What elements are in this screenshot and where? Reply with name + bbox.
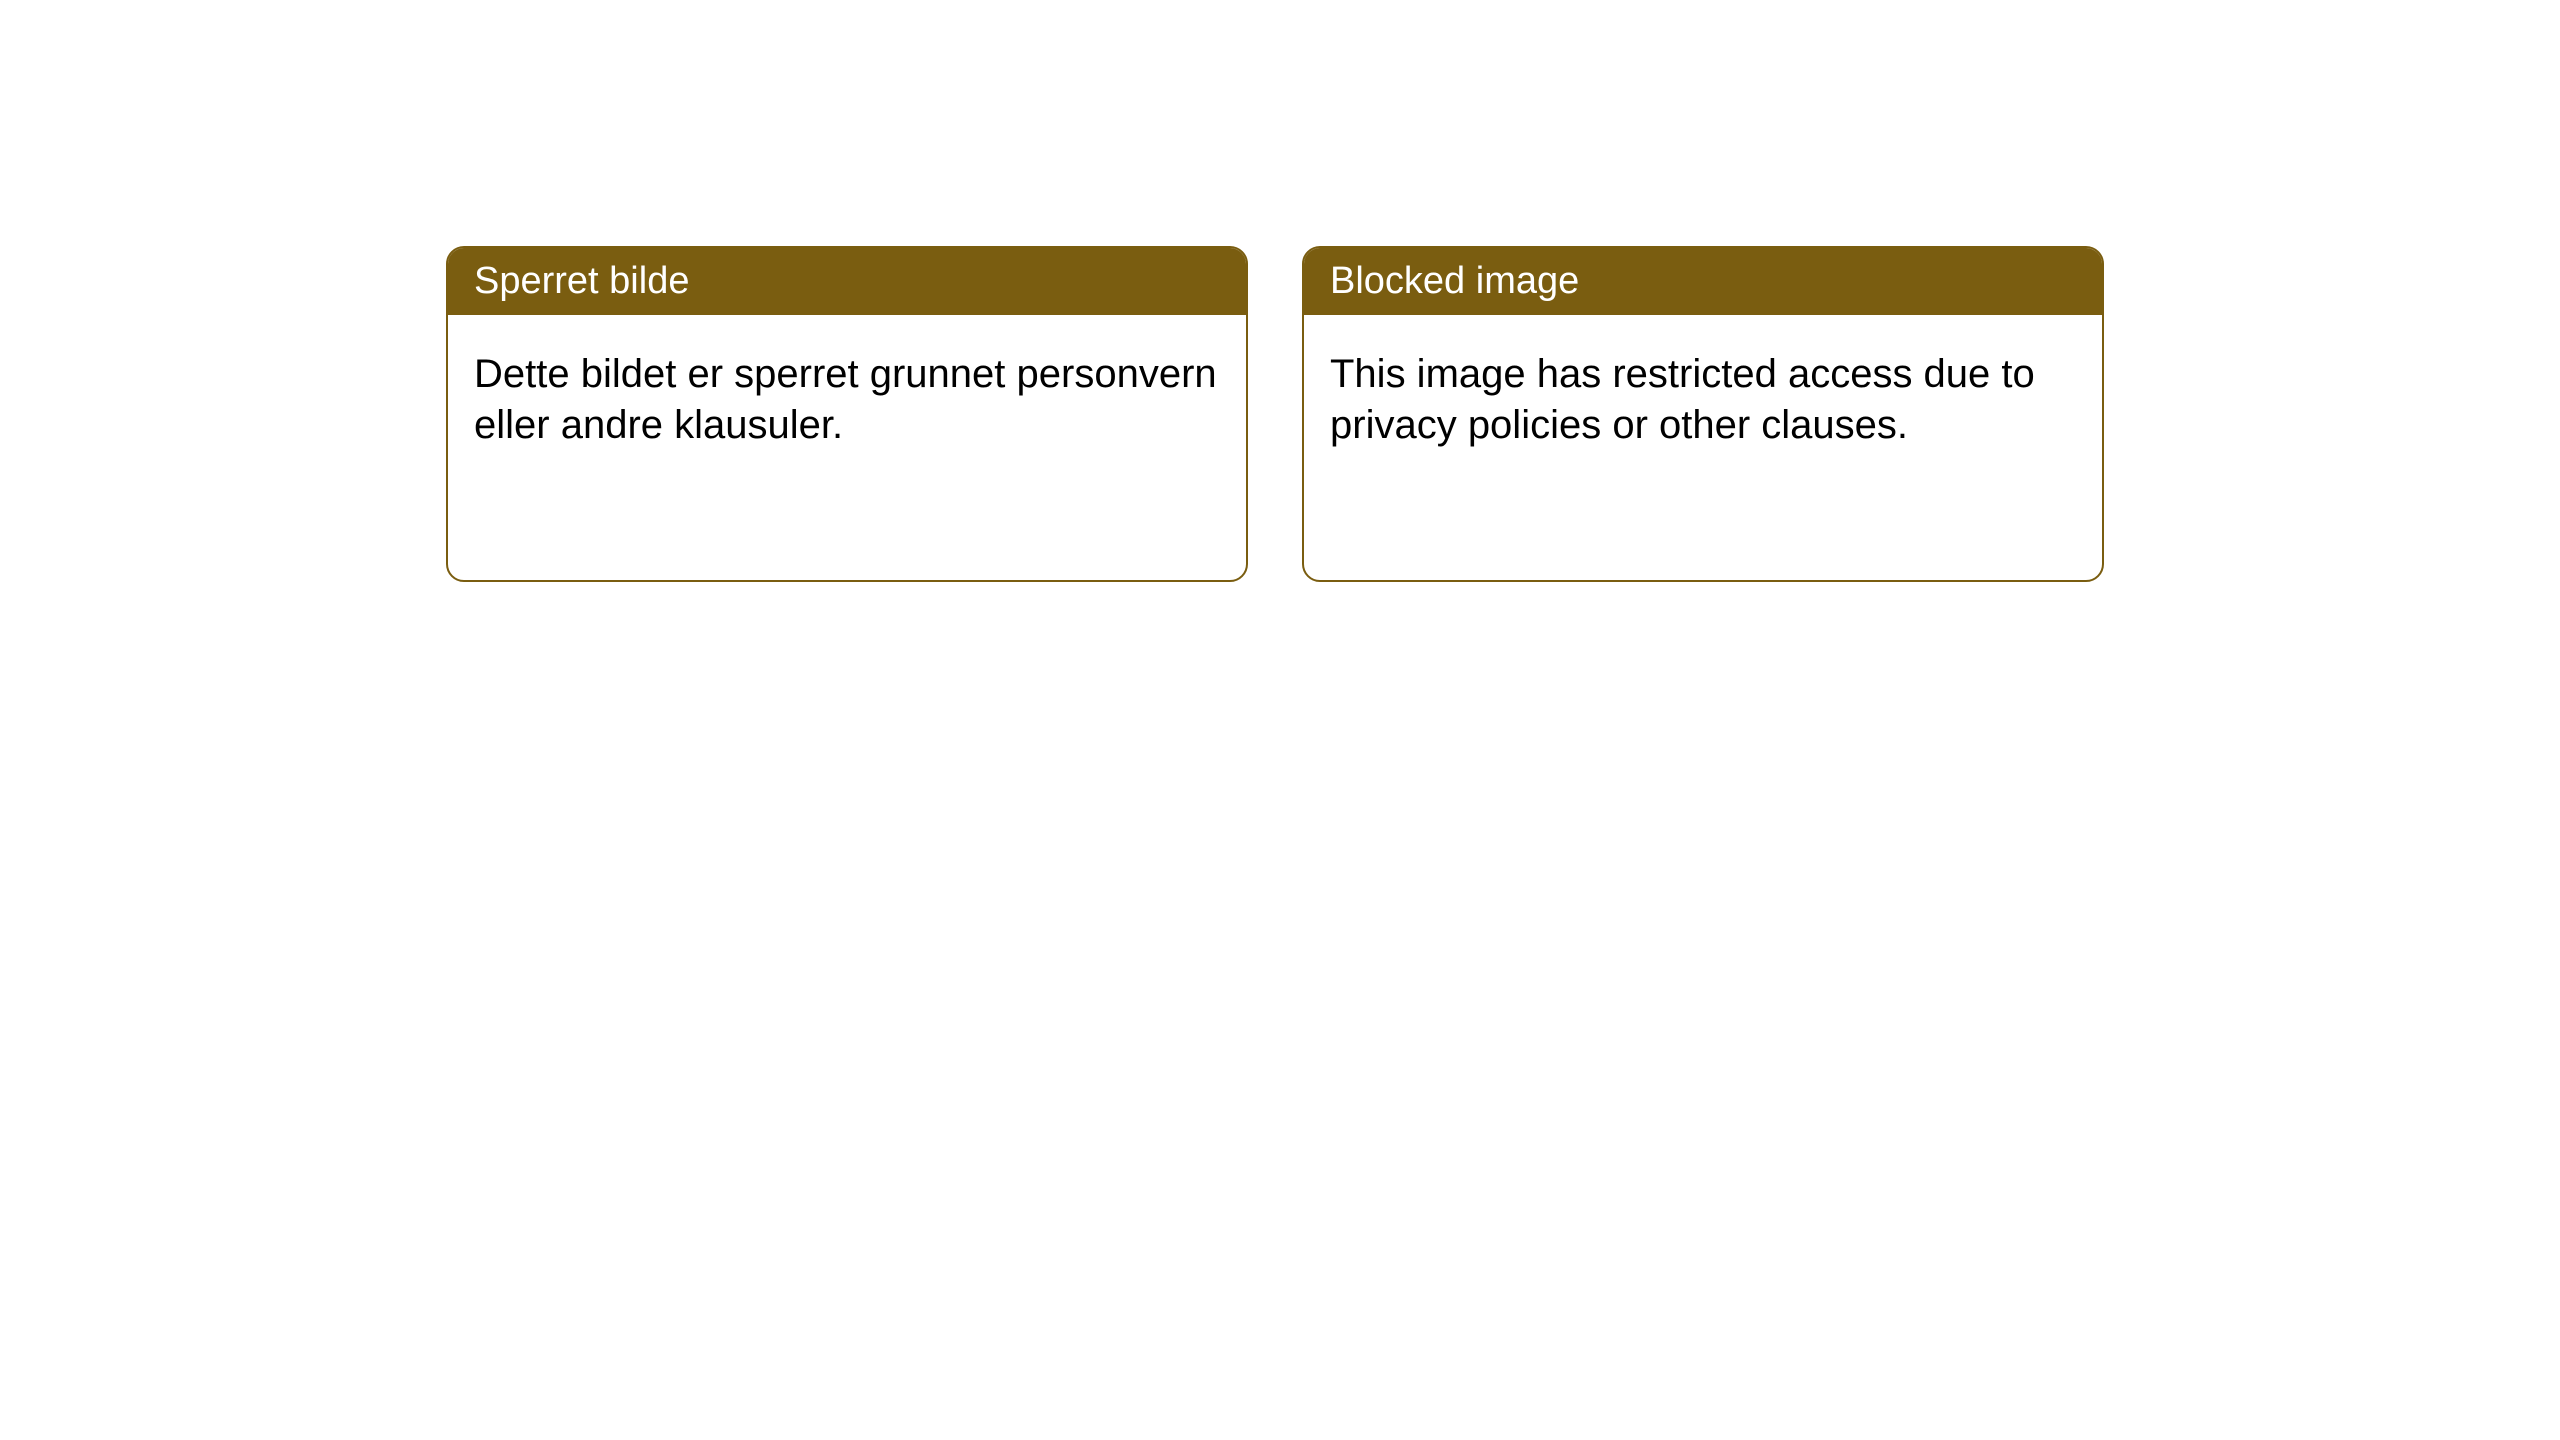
notice-card-norwegian: Sperret bilde Dette bildet er sperret gr… bbox=[446, 246, 1248, 582]
card-header: Sperret bilde bbox=[448, 248, 1246, 315]
card-body: Dette bildet er sperret grunnet personve… bbox=[448, 315, 1246, 485]
card-title: Blocked image bbox=[1330, 260, 1579, 302]
card-header: Blocked image bbox=[1304, 248, 2102, 315]
card-body-text: Dette bildet er sperret grunnet personve… bbox=[474, 352, 1217, 447]
card-body-text: This image has restricted access due to … bbox=[1330, 352, 2035, 447]
card-title: Sperret bilde bbox=[474, 260, 689, 302]
notice-card-english: Blocked image This image has restricted … bbox=[1302, 246, 2104, 582]
notice-container: Sperret bilde Dette bildet er sperret gr… bbox=[0, 0, 2560, 582]
card-body: This image has restricted access due to … bbox=[1304, 315, 2102, 485]
